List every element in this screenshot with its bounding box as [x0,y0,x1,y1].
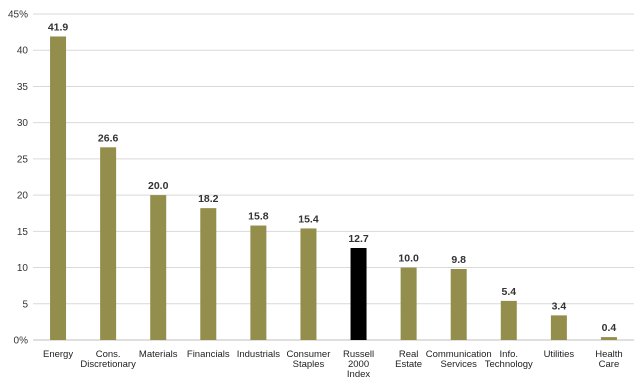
x-category-label: Real Estate [395,349,422,370]
x-category-label: Energy [43,349,73,360]
bar [550,315,567,340]
data-label: 15.8 [248,211,269,223]
data-label: 3.4 [552,300,567,312]
bar [500,300,517,340]
y-tick-label: 5 [22,299,28,310]
x-category-label: Consumer Staples [287,349,331,370]
y-tick-label: 0% [14,336,29,347]
bar [600,337,617,340]
bar [300,228,317,340]
x-category-label: Russell 2000 Index [343,349,374,379]
y-axis-ticks: 0% 5 10 15 20 25 30 35 40 45% [8,10,28,347]
y-tick-label: 45% [8,10,28,21]
data-label: 18.2 [198,193,219,205]
y-tick-label: 40 [17,46,29,57]
bar [400,267,417,340]
data-label: 0.4 [602,322,617,334]
x-category-label: Communication Services [426,349,492,370]
bar [250,225,267,340]
y-tick-label: 20 [17,191,29,202]
bar [50,36,67,341]
x-category-label: Cons. Discretionary [80,349,136,370]
x-category-label: Health Care [595,349,622,370]
data-label: 10.0 [398,253,419,265]
y-tick-label: 30 [17,118,29,129]
bars [50,36,617,341]
data-label: 12.7 [348,233,369,245]
bar [150,195,167,340]
data-label: 20.0 [148,180,169,192]
gridlines [33,13,634,341]
y-tick-label: 15 [17,227,29,238]
x-category-label: Utilities [544,349,575,360]
x-category-label: Materials [139,349,178,360]
data-label: 5.4 [501,286,516,298]
bar [450,269,467,340]
bar [100,147,117,340]
x-category-label: Info. Technology [485,349,533,370]
bar [350,247,367,340]
x-category-label: Industrials [237,349,281,360]
data-labels: 41.9 26.6 20.0 18.2 15.8 15.4 12.7 10.0 9.8 5.4 3.… [48,21,617,334]
y-tick-label: 10 [17,263,29,274]
bar [200,208,217,340]
data-label: 41.9 [48,21,69,33]
data-label: 26.6 [98,132,119,144]
data-label: 15.4 [298,213,319,225]
y-tick-label: 35 [17,82,29,93]
y-tick-label: 25 [17,154,29,165]
data-label: 9.8 [451,254,466,266]
x-category-label: Financials [187,349,230,360]
